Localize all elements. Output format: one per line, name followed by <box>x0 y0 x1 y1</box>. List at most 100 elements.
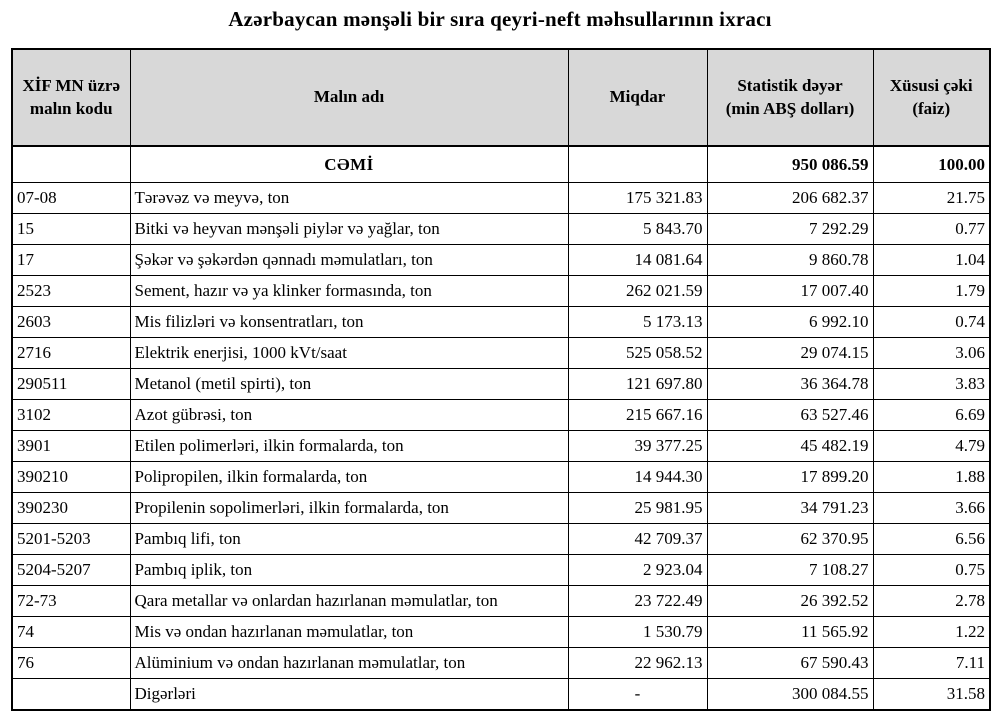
column-header-value: Statistik dəyər (min ABŞ dolları) <box>706 48 874 147</box>
quantity-cell: 262 021.59 <box>567 275 708 307</box>
export-table: XİF MN üzrə malın kodu Malın adı Miqdar … <box>11 48 991 711</box>
value-cell: 300 084.55 <box>706 678 874 711</box>
share-cell: 31.58 <box>872 678 991 711</box>
table-row: 3901 Etilen polimerləri, ilkin formalard… <box>11 430 991 462</box>
product-code-cell: 76 <box>11 647 131 679</box>
page-title: Azərbaycan mənşəli bir sıra qeyri-neft m… <box>228 7 772 31</box>
product-code-cell: 3901 <box>11 430 131 462</box>
total-row: CƏMİ 950 086.59 100.00 <box>11 145 991 183</box>
column-header-code: XİF MN üzrə malın kodu <box>11 48 131 147</box>
share-cell: 0.77 <box>872 213 991 245</box>
table-row: 2603 Mis filizləri və konsentratları, to… <box>11 306 991 338</box>
product-code-cell: 2716 <box>11 337 131 369</box>
product-name-cell: Mis filizləri və konsentratları, ton <box>129 306 569 338</box>
product-name-cell: Azot gübrəsi, ton <box>129 399 569 431</box>
product-code-cell: 07-08 <box>11 182 131 214</box>
value-cell: 17 007.40 <box>706 275 874 307</box>
table-row: 74 Mis və ondan hazırlanan məmulatlar, t… <box>11 616 991 648</box>
product-name-cell: Tərəvəz və meyvə, ton <box>129 182 569 214</box>
value-cell: 62 370.95 <box>706 523 874 555</box>
product-name-cell: Sement, hazır və ya klinker formasında, … <box>129 275 569 307</box>
quantity-cell: 175 321.83 <box>567 182 708 214</box>
share-cell: 6.69 <box>872 399 991 431</box>
quantity-cell: 5 843.70 <box>567 213 708 245</box>
header-row: XİF MN üzrə malın kodu Malın adı Miqdar … <box>11 48 991 147</box>
product-code-cell: 15 <box>11 213 131 245</box>
share-cell: 3.06 <box>872 337 991 369</box>
value-cell: 7 292.29 <box>706 213 874 245</box>
column-header-quantity: Miqdar <box>567 48 708 147</box>
share-cell: 6.56 <box>872 523 991 555</box>
product-name-cell: Alüminium və ondan hazırlanan məmulatlar… <box>129 647 569 679</box>
quantity-cell: 121 697.80 <box>567 368 708 400</box>
value-cell: 6 992.10 <box>706 306 874 338</box>
product-code-cell: 390230 <box>11 492 131 524</box>
product-name-cell: Bitki və heyvan mənşəli piylər və yağlar… <box>129 213 569 245</box>
value-cell: 11 565.92 <box>706 616 874 648</box>
total-quantity-cell <box>567 145 708 183</box>
table-row: Digərləri - 300 084.55 31.58 <box>11 678 991 711</box>
share-cell: 1.88 <box>872 461 991 493</box>
total-code-cell <box>11 145 131 183</box>
product-name-cell: Propilenin sopolimerləri, ilkin formalar… <box>129 492 569 524</box>
product-code-cell: 74 <box>11 616 131 648</box>
product-name-cell: Etilen polimerləri, ilkin formalarda, to… <box>129 430 569 462</box>
value-cell: 7 108.27 <box>706 554 874 586</box>
product-name-cell: Digərləri <box>129 678 569 711</box>
table-row: 3102 Azot gübrəsi, ton 215 667.16 63 527… <box>11 399 991 431</box>
share-cell: 1.04 <box>872 244 991 276</box>
quantity-cell: - <box>567 678 708 711</box>
value-cell: 26 392.52 <box>706 585 874 617</box>
quantity-cell: 39 377.25 <box>567 430 708 462</box>
product-code-cell: 72-73 <box>11 585 131 617</box>
table-row: 390230 Propilenin sopolimerləri, ilkin f… <box>11 492 991 524</box>
product-name-cell: Pambıq iplik, ton <box>129 554 569 586</box>
product-code-cell: 390210 <box>11 461 131 493</box>
product-code-cell: 2523 <box>11 275 131 307</box>
table-row: 390210 Polipropilen, ilkin formalarda, t… <box>11 461 991 493</box>
quantity-cell: 1 530.79 <box>567 616 708 648</box>
quantity-cell: 5 173.13 <box>567 306 708 338</box>
product-code-cell: 17 <box>11 244 131 276</box>
total-value-cell: 950 086.59 <box>706 145 874 183</box>
product-code-cell: 3102 <box>11 399 131 431</box>
value-cell: 17 899.20 <box>706 461 874 493</box>
product-code-cell: 290511 <box>11 368 131 400</box>
product-code-cell: 5201-5203 <box>11 523 131 555</box>
product-name-cell: Metanol (metil spirti), ton <box>129 368 569 400</box>
share-cell: 21.75 <box>872 182 991 214</box>
total-label: CƏMİ <box>129 145 569 183</box>
table-row: 5201-5203 Pambıq lifi, ton 42 709.37 62 … <box>11 523 991 555</box>
value-cell: 34 791.23 <box>706 492 874 524</box>
value-cell: 36 364.78 <box>706 368 874 400</box>
product-code-cell: 5204-5207 <box>11 554 131 586</box>
table-row: 17 Şəkər və şəkərdən qənnadı məmulatları… <box>11 244 991 276</box>
value-cell: 67 590.43 <box>706 647 874 679</box>
share-cell: 4.79 <box>872 430 991 462</box>
table-row: 76 Alüminium və ondan hazırlanan məmulat… <box>11 647 991 679</box>
share-cell: 3.66 <box>872 492 991 524</box>
product-code-cell <box>11 678 131 711</box>
share-cell: 0.74 <box>872 306 991 338</box>
table-row: 290511 Metanol (metil spirti), ton 121 6… <box>11 368 991 400</box>
value-cell: 206 682.37 <box>706 182 874 214</box>
product-name-cell: Şəkər və şəkərdən qənnadı məmulatları, t… <box>129 244 569 276</box>
value-cell: 45 482.19 <box>706 430 874 462</box>
product-name-cell: Qara metallar və onlardan hazırlanan məm… <box>129 585 569 617</box>
quantity-cell: 23 722.49 <box>567 585 708 617</box>
table-row: 15 Bitki və heyvan mənşəli piylər və yağ… <box>11 213 991 245</box>
quantity-cell: 2 923.04 <box>567 554 708 586</box>
total-share-cell: 100.00 <box>872 145 991 183</box>
quantity-cell: 22 962.13 <box>567 647 708 679</box>
product-code-cell: 2603 <box>11 306 131 338</box>
value-cell: 9 860.78 <box>706 244 874 276</box>
table-row: 2523 Sement, hazır və ya klinker forması… <box>11 275 991 307</box>
product-name-cell: Pambıq lifi, ton <box>129 523 569 555</box>
table-row: 72-73 Qara metallar və onlardan hazırlan… <box>11 585 991 617</box>
share-cell: 1.79 <box>872 275 991 307</box>
value-cell: 63 527.46 <box>706 399 874 431</box>
table-row: 2716 Elektrik enerjisi, 1000 kVt/saat 52… <box>11 337 991 369</box>
quantity-cell: 14 944.30 <box>567 461 708 493</box>
share-cell: 1.22 <box>872 616 991 648</box>
share-cell: 3.83 <box>872 368 991 400</box>
